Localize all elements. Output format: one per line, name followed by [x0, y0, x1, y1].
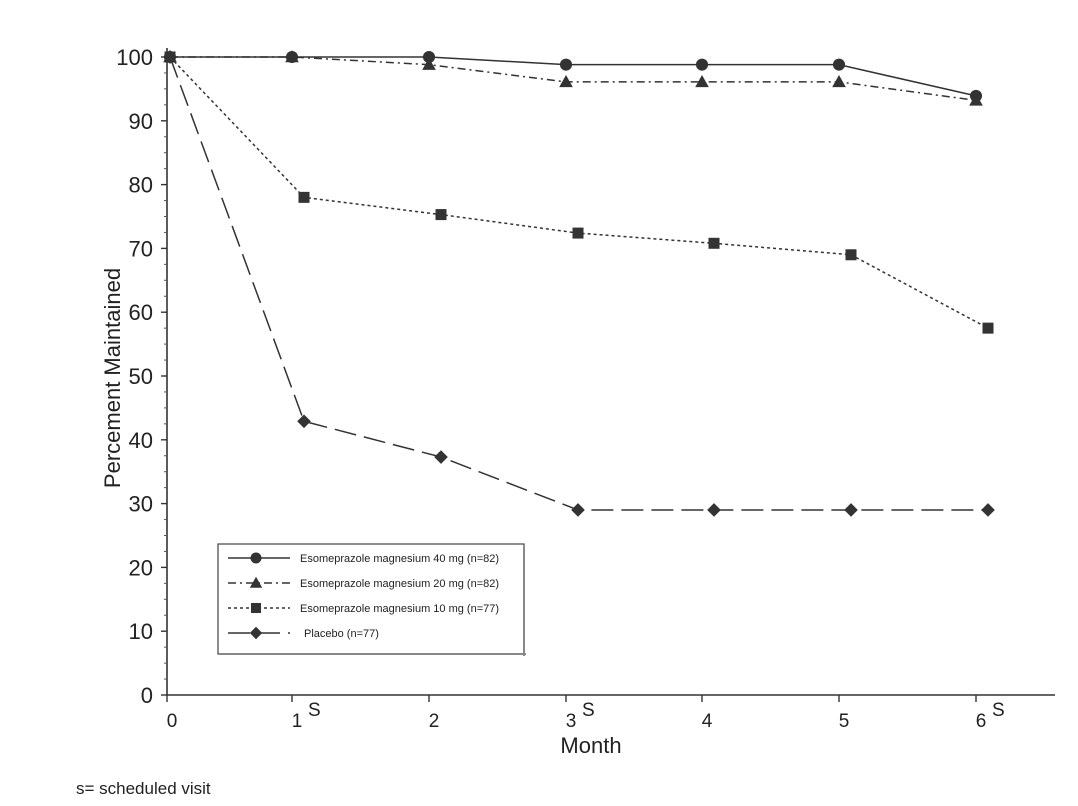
y-tick-label: 100 [116, 45, 153, 70]
data-point [422, 50, 436, 64]
data-point [298, 191, 310, 203]
y-tick-label: 20 [129, 555, 153, 580]
legend-marker [251, 603, 261, 613]
x-tick-label: 2 [429, 711, 440, 732]
data-point [845, 249, 857, 261]
data-point [435, 209, 447, 221]
data-point [981, 503, 995, 517]
data-point [695, 58, 709, 71]
y-tick-label: 80 [129, 173, 153, 198]
x-tick-label: 6 [976, 711, 987, 732]
data-point [695, 75, 709, 88]
x-tick-label: 0 [167, 711, 178, 732]
data-point [297, 414, 311, 429]
legend-marker [249, 576, 263, 588]
data-point [708, 237, 720, 249]
series-line [170, 56, 977, 102]
y-axis-title: Percement Maintained [100, 268, 125, 488]
legend-label: Esomeprazole magnesium 10 mg (n=77) [300, 603, 499, 615]
scheduled-visit-marker: S [992, 700, 1005, 721]
y-tick-label: 40 [129, 428, 153, 453]
data-point [982, 322, 994, 334]
data-point [832, 58, 846, 71]
legend-label: Esomeprazole magnesium 20 mg (n=82) [300, 578, 499, 590]
x-tick-label: 1 [292, 711, 303, 732]
data-point [572, 227, 584, 239]
legend-box [217, 543, 525, 655]
legend-label: Placebo (n=77) [304, 628, 379, 640]
series-square [164, 51, 994, 334]
series-circle [163, 50, 983, 102]
data-point [559, 58, 573, 71]
data-point [559, 75, 573, 88]
axes [166, 48, 1055, 696]
data-point [832, 75, 846, 88]
y-tick-label: 70 [129, 236, 153, 261]
scheduled-visit-marker: S [308, 700, 321, 721]
data-point [969, 93, 983, 106]
y-ticks: 0 10 20 30 40 50 60 70 80 90 100 [116, 45, 167, 708]
y-tick-label: 30 [129, 492, 153, 517]
x-tick-label: 4 [702, 711, 713, 732]
legend: Esomeprazole magnesium 40 mg (n=82) Esome… [217, 543, 526, 656]
scheduled-visit-marker: S [582, 700, 595, 721]
series-triangle [163, 50, 983, 106]
x-tick-label: 3 [566, 711, 577, 732]
data-point [571, 503, 585, 517]
series-line [169, 56, 989, 329]
series-layer [163, 50, 995, 517]
data-point [163, 50, 177, 64]
y-tick-label: 10 [129, 619, 153, 644]
y-tick-label: 60 [129, 300, 153, 325]
data-point [434, 450, 448, 464]
series-diamond [163, 50, 995, 517]
data-point [422, 57, 436, 70]
y-tick-label: 90 [129, 109, 153, 134]
y-tick-label: 50 [129, 364, 153, 389]
y-tick-label: 0 [141, 683, 153, 708]
legend-label: Esomeprazole magnesium 40 mg (n=82) [300, 553, 499, 565]
series-line [169, 56, 988, 511]
legend-marker [250, 552, 262, 564]
data-point [844, 503, 858, 517]
x-tick-label: 5 [839, 711, 850, 732]
x-axis-title: Month [560, 733, 621, 758]
legend-marker [249, 626, 263, 640]
data-point [707, 503, 721, 517]
x-ticks: 0 1S2 3S4 5 6S [166, 695, 1005, 732]
data-point [285, 50, 299, 63]
footnote: s= scheduled visit [76, 779, 211, 798]
